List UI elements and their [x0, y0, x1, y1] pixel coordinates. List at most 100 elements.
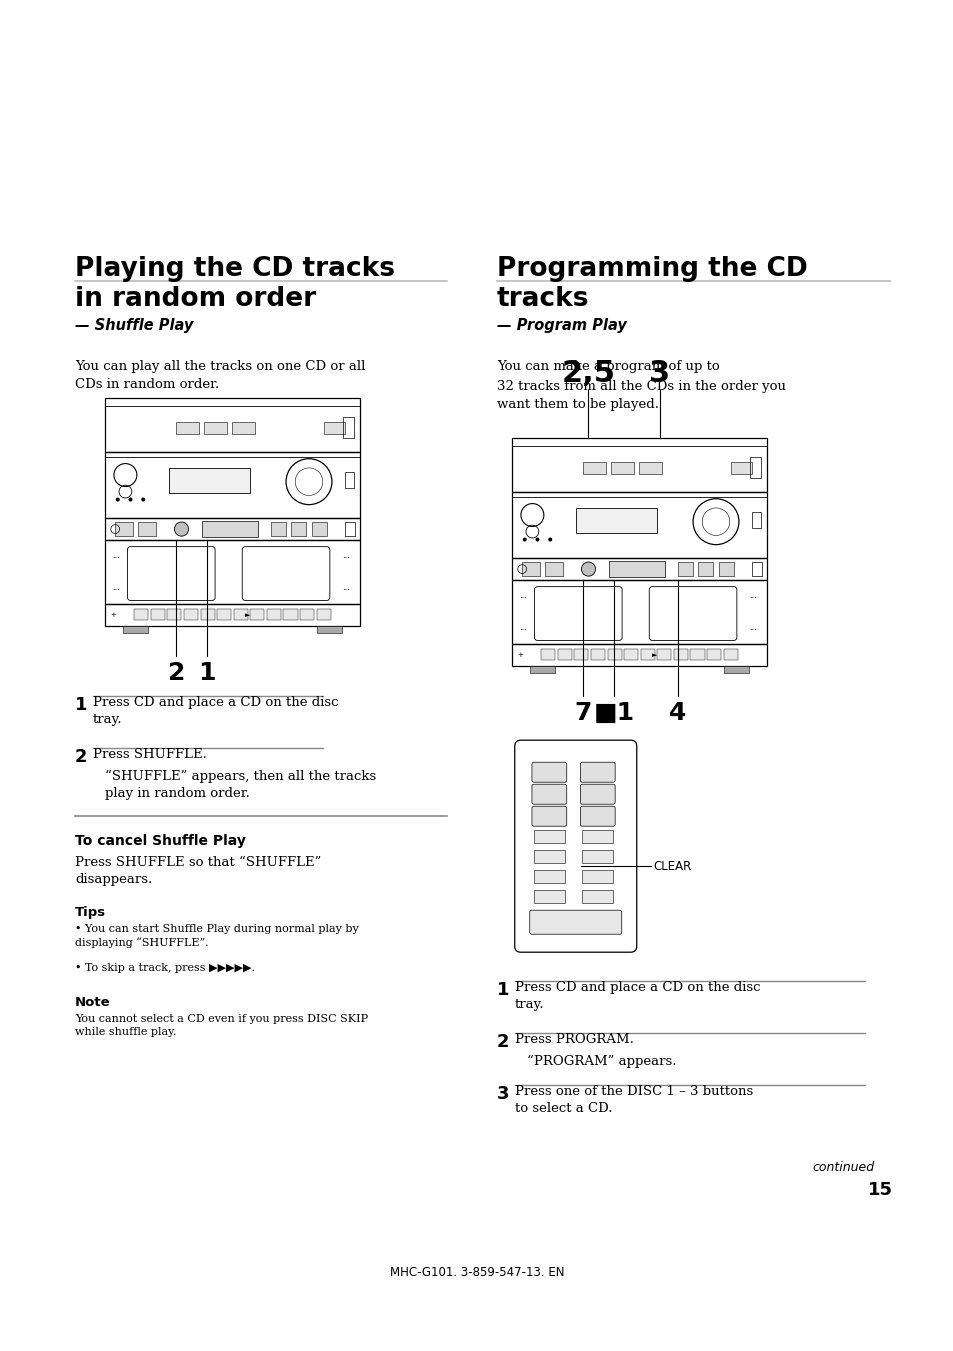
- Text: +: +: [110, 612, 116, 617]
- FancyBboxPatch shape: [532, 807, 566, 827]
- FancyBboxPatch shape: [579, 807, 615, 827]
- Bar: [312, 523, 327, 536]
- Bar: [151, 609, 165, 620]
- Bar: [534, 870, 564, 884]
- Circle shape: [129, 497, 132, 501]
- Text: 2: 2: [75, 748, 88, 766]
- Circle shape: [535, 538, 539, 542]
- Text: — Program Play: — Program Play: [497, 317, 626, 332]
- Text: 2: 2: [497, 1034, 509, 1051]
- Bar: [540, 650, 555, 661]
- Bar: [639, 462, 661, 474]
- Bar: [267, 609, 280, 620]
- Text: ...: ...: [112, 584, 120, 592]
- FancyBboxPatch shape: [532, 762, 566, 782]
- Bar: [583, 462, 606, 474]
- Bar: [123, 626, 149, 634]
- Bar: [184, 609, 198, 620]
- Text: ...: ...: [112, 553, 120, 561]
- Bar: [608, 562, 664, 577]
- Bar: [105, 604, 359, 626]
- Circle shape: [580, 562, 595, 576]
- Bar: [169, 467, 250, 493]
- Text: “SHUFFLE” appears, then all the tracks
play in random order.: “SHUFFLE” appears, then all the tracks p…: [105, 770, 375, 800]
- Text: You can make a program of up to: You can make a program of up to: [497, 359, 719, 373]
- Text: +: +: [517, 651, 522, 658]
- Text: 1: 1: [198, 661, 215, 685]
- Text: continued: continued: [812, 1161, 874, 1174]
- Text: To cancel Shuffle Play: To cancel Shuffle Play: [75, 834, 246, 848]
- Text: 3: 3: [497, 1085, 509, 1104]
- Bar: [512, 492, 766, 558]
- Bar: [623, 650, 638, 661]
- Bar: [512, 438, 766, 492]
- Text: tracks: tracks: [497, 286, 589, 312]
- Text: ...: ...: [342, 584, 350, 592]
- Bar: [611, 462, 634, 474]
- Text: CLEAR: CLEAR: [653, 859, 691, 873]
- Bar: [657, 650, 671, 661]
- Bar: [706, 650, 720, 661]
- Text: Press PROGRAM.: Press PROGRAM.: [515, 1034, 633, 1046]
- Bar: [105, 517, 359, 540]
- Bar: [250, 609, 264, 620]
- Text: ...: ...: [748, 592, 757, 600]
- Circle shape: [548, 538, 552, 542]
- Circle shape: [174, 521, 189, 536]
- Bar: [723, 666, 748, 673]
- Text: ...: ...: [748, 624, 757, 632]
- Bar: [581, 831, 613, 843]
- Text: ...: ...: [519, 592, 527, 600]
- Bar: [673, 650, 687, 661]
- Text: Note: Note: [75, 996, 111, 1009]
- Text: Press SHUFFLE so that “SHUFFLE”
disappears.: Press SHUFFLE so that “SHUFFLE” disappea…: [75, 857, 321, 886]
- Text: Press SHUFFLE.: Press SHUFFLE.: [92, 748, 207, 761]
- Bar: [271, 523, 286, 536]
- Bar: [544, 562, 562, 576]
- Bar: [690, 650, 703, 661]
- Bar: [202, 521, 257, 536]
- Bar: [233, 422, 255, 434]
- Bar: [316, 626, 342, 634]
- Bar: [698, 562, 713, 576]
- Bar: [534, 890, 564, 904]
- Bar: [751, 562, 761, 576]
- Bar: [574, 650, 588, 661]
- Bar: [105, 399, 359, 451]
- Text: • To skip a track, press ▶▶▶▶▶.: • To skip a track, press ▶▶▶▶▶.: [75, 963, 254, 973]
- Bar: [576, 508, 657, 532]
- Text: ...: ...: [342, 553, 350, 561]
- Text: ■1: ■1: [593, 701, 634, 725]
- Bar: [134, 609, 149, 620]
- Text: ...: ...: [519, 624, 527, 632]
- Bar: [105, 451, 359, 517]
- Bar: [316, 609, 331, 620]
- Bar: [521, 562, 539, 576]
- Bar: [677, 562, 692, 576]
- Text: Press CD and place a CD on the disc
tray.: Press CD and place a CD on the disc tray…: [92, 696, 338, 727]
- Bar: [591, 650, 604, 661]
- Text: 1: 1: [497, 981, 509, 1000]
- Bar: [512, 580, 766, 644]
- Text: ►: ►: [652, 651, 657, 658]
- Circle shape: [522, 538, 526, 542]
- Text: Tips: Tips: [75, 907, 106, 919]
- Text: “PROGRAM” appears.: “PROGRAM” appears.: [526, 1055, 676, 1069]
- Text: 7: 7: [574, 701, 592, 725]
- Circle shape: [141, 497, 145, 501]
- Text: • You can start Shuffle Play during normal play by
displaying “SHUFFLE”.: • You can start Shuffle Play during norm…: [75, 924, 358, 948]
- Text: 2: 2: [168, 661, 185, 685]
- Bar: [581, 850, 613, 863]
- Text: — Shuffle Play: — Shuffle Play: [75, 317, 193, 332]
- Bar: [344, 523, 355, 536]
- FancyBboxPatch shape: [579, 784, 615, 804]
- Text: You can play all the tracks on one CD or all
CDs in random order.: You can play all the tracks on one CD or…: [75, 359, 365, 390]
- Bar: [731, 462, 751, 474]
- Bar: [176, 422, 199, 434]
- Text: in random order: in random order: [75, 286, 315, 312]
- Bar: [138, 523, 156, 536]
- Text: 15: 15: [867, 1181, 892, 1198]
- Bar: [324, 422, 344, 434]
- Bar: [512, 644, 766, 666]
- Text: 4: 4: [668, 701, 686, 725]
